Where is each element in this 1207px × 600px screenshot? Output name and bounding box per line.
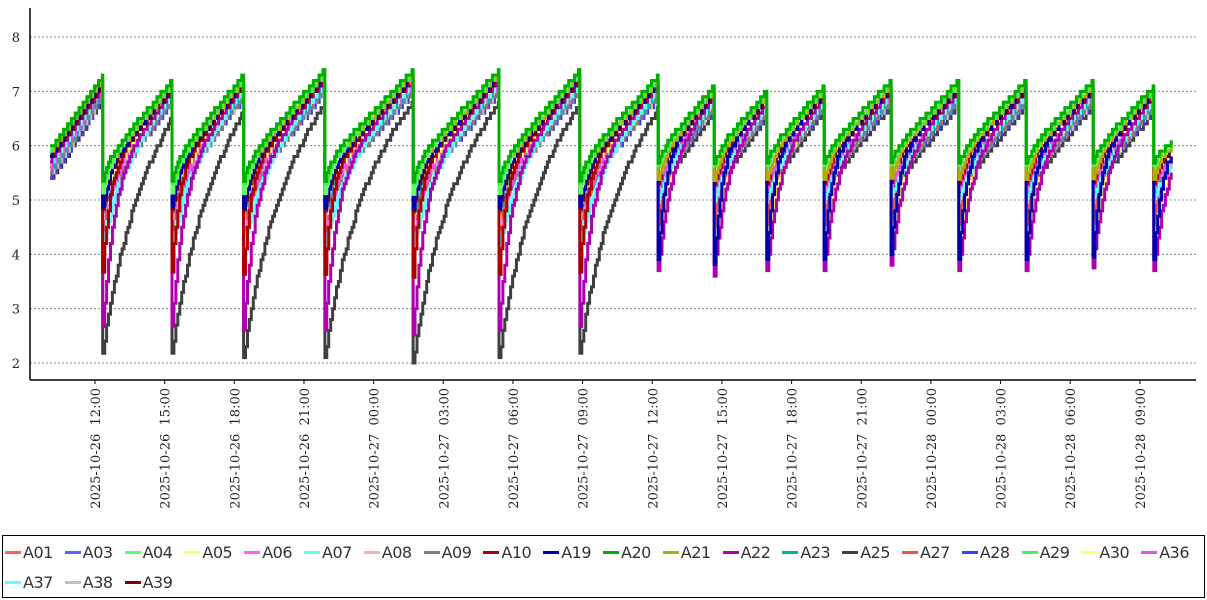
legend-item-a37: A37	[5, 571, 53, 593]
y-tick-label: 3	[12, 303, 20, 318]
series-line-a20	[50, 68, 1173, 184]
x-tick-label: 2025-10-26 15:00	[159, 388, 174, 509]
legend-label: A03	[82, 542, 113, 562]
x-tick-label: 2025-10-27 21:00	[855, 388, 870, 509]
legend-item-a39: A39	[124, 571, 173, 593]
legend-label: A36	[1159, 542, 1189, 562]
legend-item-a03: A03	[64, 541, 113, 563]
legend-swatch	[363, 550, 380, 554]
legend-swatch	[64, 580, 81, 584]
legend-swatch	[543, 550, 560, 554]
x-tick-label: 2025-10-27 09:00	[577, 388, 592, 509]
legend-label: A20	[621, 542, 651, 562]
x-tick-label: 2025-10-28 06:00	[1064, 388, 1079, 509]
legend-swatch	[842, 550, 859, 554]
series-lines	[50, 68, 1173, 365]
legend-item-a04: A04	[124, 541, 173, 563]
x-tick-label: 2025-10-28 03:00	[995, 388, 1010, 509]
legend-item-a21: A21	[662, 541, 711, 563]
legend-swatch	[1081, 550, 1098, 554]
legend-swatch	[5, 580, 21, 584]
legend-swatch	[1141, 550, 1158, 554]
y-tick-label: 5	[12, 194, 20, 209]
legend-label: A01	[23, 542, 53, 562]
x-tick-label: 2025-10-28 00:00	[925, 388, 940, 509]
legend: A01 A03 A04 A05 A06 A07 A08 A09 A10 A19 A20 A21 A22 A…	[2, 535, 1205, 598]
legend-label: A37	[23, 572, 53, 592]
line-chart: 2 3 4 5 6 7 8 2025-10-26 12:00 2025-10-26 15:00…	[12, 8, 1196, 509]
legend-label: A28	[979, 542, 1010, 562]
legend-swatch	[722, 550, 739, 554]
x-tick-label: 2025-10-27 03:00	[437, 388, 452, 509]
x-tick-label: 2025-10-26 12:00	[89, 388, 104, 509]
legend-item-a30: A30	[1081, 541, 1130, 563]
legend-item-a28: A28	[961, 541, 1010, 563]
legend-item-a06: A06	[244, 541, 292, 563]
legend-swatch	[124, 580, 141, 584]
x-tick-label: 2025-10-27 06:00	[507, 388, 522, 509]
x-tick-label: 2025-10-28 09:00	[1134, 388, 1149, 509]
legend-item-a23: A23	[782, 541, 831, 563]
x-tick-label: 2025-10-26 21:00	[298, 388, 313, 509]
legend-item-a20: A20	[603, 541, 651, 563]
legend-label: A09	[441, 542, 472, 562]
x-tick-label: 2025-10-27 12:00	[646, 388, 661, 509]
legend-swatch	[603, 550, 619, 554]
x-tick-label: 2025-10-26 18:00	[228, 388, 243, 509]
legend-label: A19	[561, 542, 591, 562]
legend-item-a10: A10	[483, 541, 532, 563]
x-tick-label: 2025-10-27 15:00	[716, 388, 731, 509]
series-line-a25	[50, 100, 1172, 365]
legend-item-a27: A27	[902, 541, 950, 563]
legend-item-a36: A36	[1141, 541, 1189, 563]
legend-item-a19: A19	[543, 541, 591, 563]
legend-item-a22: A22	[722, 541, 771, 563]
legend-label: A10	[501, 542, 532, 562]
legend-label: A38	[82, 572, 113, 592]
legend-item-a07: A07	[304, 541, 352, 563]
legend-swatch	[124, 550, 141, 554]
legend-label: A07	[322, 542, 352, 562]
legend-swatch	[64, 550, 81, 554]
y-tick-label: 8	[12, 31, 20, 46]
legend-item-a25: A25	[842, 541, 890, 563]
legend-label: A21	[680, 542, 711, 562]
legend-label: A25	[860, 542, 890, 562]
legend-swatch	[244, 550, 261, 554]
y-tick-label: 7	[12, 85, 20, 100]
legend-item-a09: A09	[423, 541, 472, 563]
legend-item-a29: A29	[1021, 541, 1070, 563]
y-tick-labels: 2 3 4 5 6 7 8	[12, 31, 20, 372]
legend-swatch	[902, 550, 918, 554]
x-tick-label: 2025-10-27 18:00	[786, 388, 801, 509]
legend-swatch	[184, 550, 201, 554]
legend-label: A04	[142, 542, 173, 562]
legend-label: A30	[1099, 542, 1130, 562]
legend-swatch	[662, 550, 679, 554]
legend-swatch	[304, 550, 320, 554]
legend-item-a38: A38	[64, 571, 113, 593]
legend-label: A06	[262, 542, 292, 562]
y-tick-label: 6	[12, 140, 20, 155]
legend-swatch	[483, 550, 500, 554]
legend-swatch	[961, 550, 978, 554]
legend-swatch	[782, 550, 799, 554]
legend-label: A29	[1039, 542, 1070, 562]
x-tick-label: 2025-10-27 00:00	[368, 388, 383, 509]
legend-label: A08	[381, 542, 412, 562]
legend-label: A22	[740, 542, 771, 562]
y-tick-label: 2	[12, 357, 20, 372]
legend-label: A39	[142, 572, 173, 592]
legend-label: A23	[800, 542, 831, 562]
legend-label: A27	[920, 542, 950, 562]
legend-item-a01: A01	[5, 541, 53, 563]
y-tick-label: 4	[12, 248, 20, 263]
legend-swatch	[423, 550, 440, 554]
legend-swatch	[1021, 550, 1038, 554]
legend-item-a05: A05	[184, 541, 233, 563]
legend-swatch	[5, 550, 21, 554]
legend-item-a08: A08	[363, 541, 412, 563]
x-tick-labels: 2025-10-26 12:00 2025-10-26 15:00 2025-10-…	[89, 380, 1149, 509]
legend-label: A05	[202, 542, 233, 562]
